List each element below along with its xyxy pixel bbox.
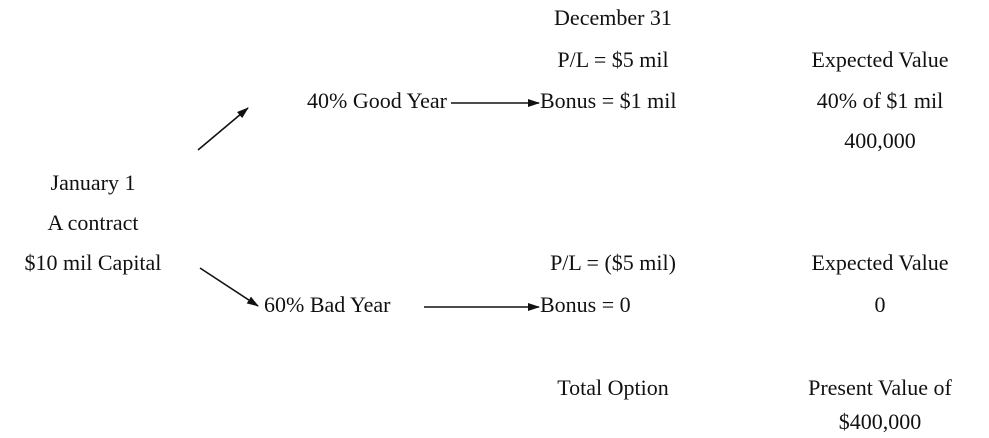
ev-value: 0 xyxy=(875,292,886,317)
ev-title: Expected Value xyxy=(811,47,948,72)
pl: P/L = ($5 mil) xyxy=(550,250,676,275)
arrow xyxy=(199,267,259,307)
total-value: $400,000 xyxy=(839,409,922,434)
start-line: A contract xyxy=(47,210,138,235)
header-date: December 31 xyxy=(554,5,672,30)
start-line: $10 mil Capital xyxy=(25,250,162,275)
ev-value: 400,000 xyxy=(844,128,916,153)
start-date: January 1 xyxy=(51,170,136,195)
ev-title: Expected Value xyxy=(811,250,948,275)
pl: P/L = $5 mil xyxy=(557,47,668,72)
branch-label: 40% Good Year xyxy=(307,88,448,113)
arrow xyxy=(197,107,249,151)
total-value: Present Value of xyxy=(808,375,952,400)
ev-calc: 40% of $1 mil xyxy=(817,88,944,113)
bonus: Bonus = 0 xyxy=(540,292,631,317)
total-label: Total Option xyxy=(557,375,669,400)
branch-label: 60% Bad Year xyxy=(264,292,391,317)
bonus: Bonus = $1 mil xyxy=(540,88,676,113)
